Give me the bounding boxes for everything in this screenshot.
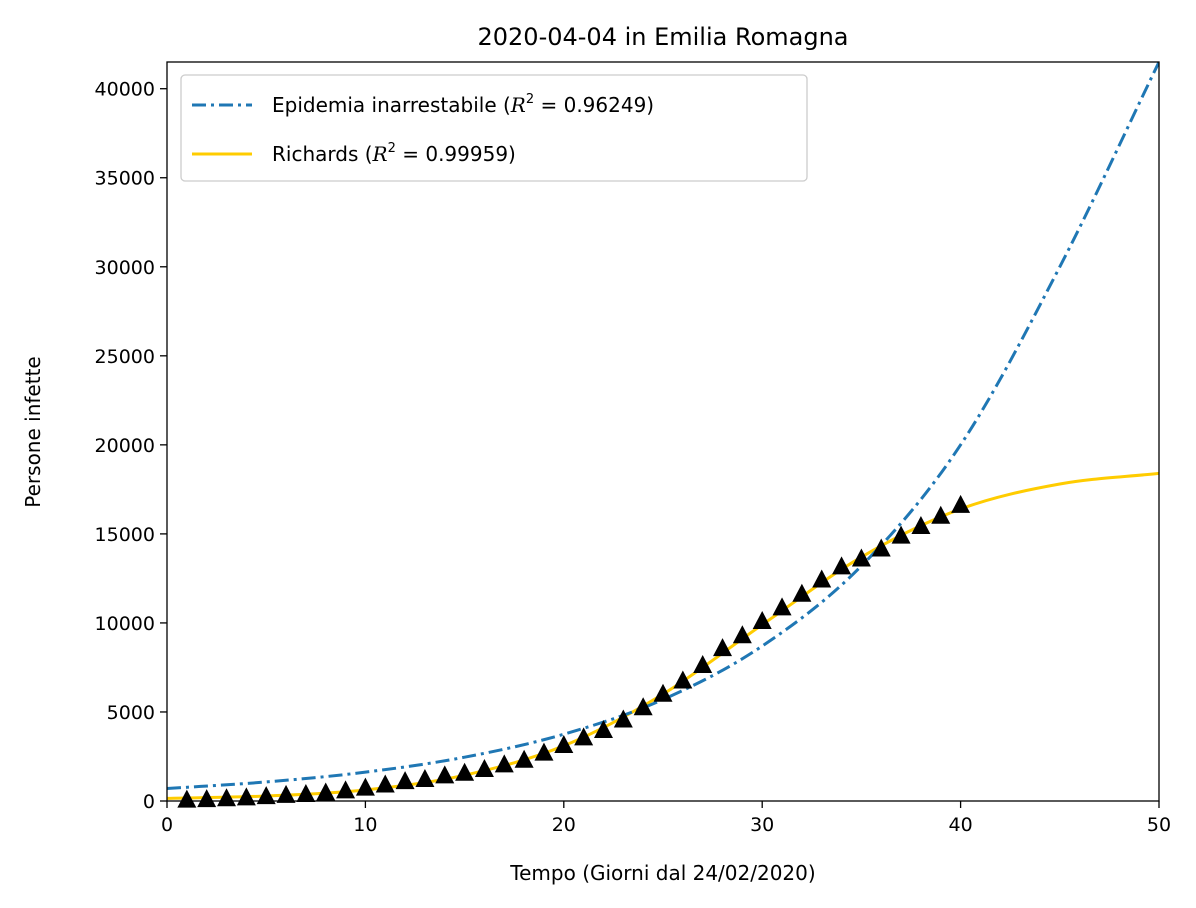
observed-point <box>633 697 653 716</box>
observed-point <box>197 789 217 808</box>
observed-point <box>355 777 375 796</box>
y-axis: 0 5000 10000 15000 20000 25000 30000 35000 40000 <box>95 79 167 813</box>
y-tick-label: 25000 <box>95 346 155 368</box>
y-tick-label: 10000 <box>95 613 155 635</box>
y-tick-label: 30000 <box>95 257 155 279</box>
observed-point <box>534 742 554 761</box>
observed-point <box>891 525 911 544</box>
observed-point <box>554 734 574 753</box>
legend-label-richards: Richards (R2 = 0.99959) <box>272 141 516 166</box>
observed-point <box>752 611 772 630</box>
observed-point <box>375 774 395 793</box>
observed-point <box>296 784 316 803</box>
observed-point <box>832 556 852 575</box>
observed-point <box>693 655 713 674</box>
observed-point <box>772 597 792 616</box>
observed-point <box>792 583 812 602</box>
y-tick-label: 40000 <box>95 79 155 101</box>
x-tick-label: 20 <box>552 814 576 836</box>
observed-point <box>276 784 296 803</box>
x-tick-label: 30 <box>750 814 774 836</box>
observed-point <box>474 759 494 778</box>
x-tick-label: 0 <box>161 814 173 836</box>
observed-point <box>177 789 197 808</box>
y-axis-label: Persone infette <box>21 356 45 507</box>
observed-point <box>951 494 971 513</box>
observed-point <box>256 786 276 805</box>
y-tick-label: 5000 <box>107 702 155 724</box>
y-tick-label: 0 <box>143 791 155 813</box>
observed-point <box>911 515 931 534</box>
legend: Epidemia inarrestabile (R2 = 0.96249) Ri… <box>180 74 808 182</box>
observed-point <box>931 505 951 524</box>
observed-point <box>812 569 832 588</box>
x-tick-label: 10 <box>353 814 377 836</box>
y-tick-label: 15000 <box>95 524 155 546</box>
observed-point <box>732 625 752 644</box>
observed-point <box>336 780 356 799</box>
x-axis: 0 10 20 30 40 50 <box>161 801 1171 836</box>
observed-point <box>217 788 237 807</box>
observed-point <box>851 548 871 567</box>
x-tick-label: 40 <box>949 814 973 836</box>
observed-point <box>316 782 336 801</box>
legend-box <box>180 74 808 182</box>
observed-point <box>395 771 415 790</box>
observed-point <box>455 762 475 781</box>
chart-title: 2020-04-04 in Emilia Romagna <box>477 23 848 51</box>
y-tick-label: 35000 <box>95 168 155 190</box>
observed-point <box>673 670 693 689</box>
observed-point <box>653 683 673 702</box>
observed-point <box>593 720 613 739</box>
observed-point <box>613 709 633 728</box>
observed-point <box>415 768 435 787</box>
observed-markers <box>177 494 971 808</box>
observed-point <box>514 749 534 768</box>
observed-point <box>871 538 891 557</box>
y-tick-label: 20000 <box>95 435 155 457</box>
x-tick-label: 50 <box>1147 814 1171 836</box>
observed-point <box>435 765 455 784</box>
observed-point <box>494 754 514 773</box>
observed-point <box>574 727 594 746</box>
series-line-exponential <box>167 62 1159 791</box>
legend-label-exponential: Epidemia inarrestabile (R2 = 0.96249) <box>272 92 654 117</box>
observed-point <box>713 638 733 657</box>
x-axis-label: Tempo (Giorni dal 24/02/2020) <box>509 861 815 885</box>
plot-frame <box>166 61 1160 802</box>
